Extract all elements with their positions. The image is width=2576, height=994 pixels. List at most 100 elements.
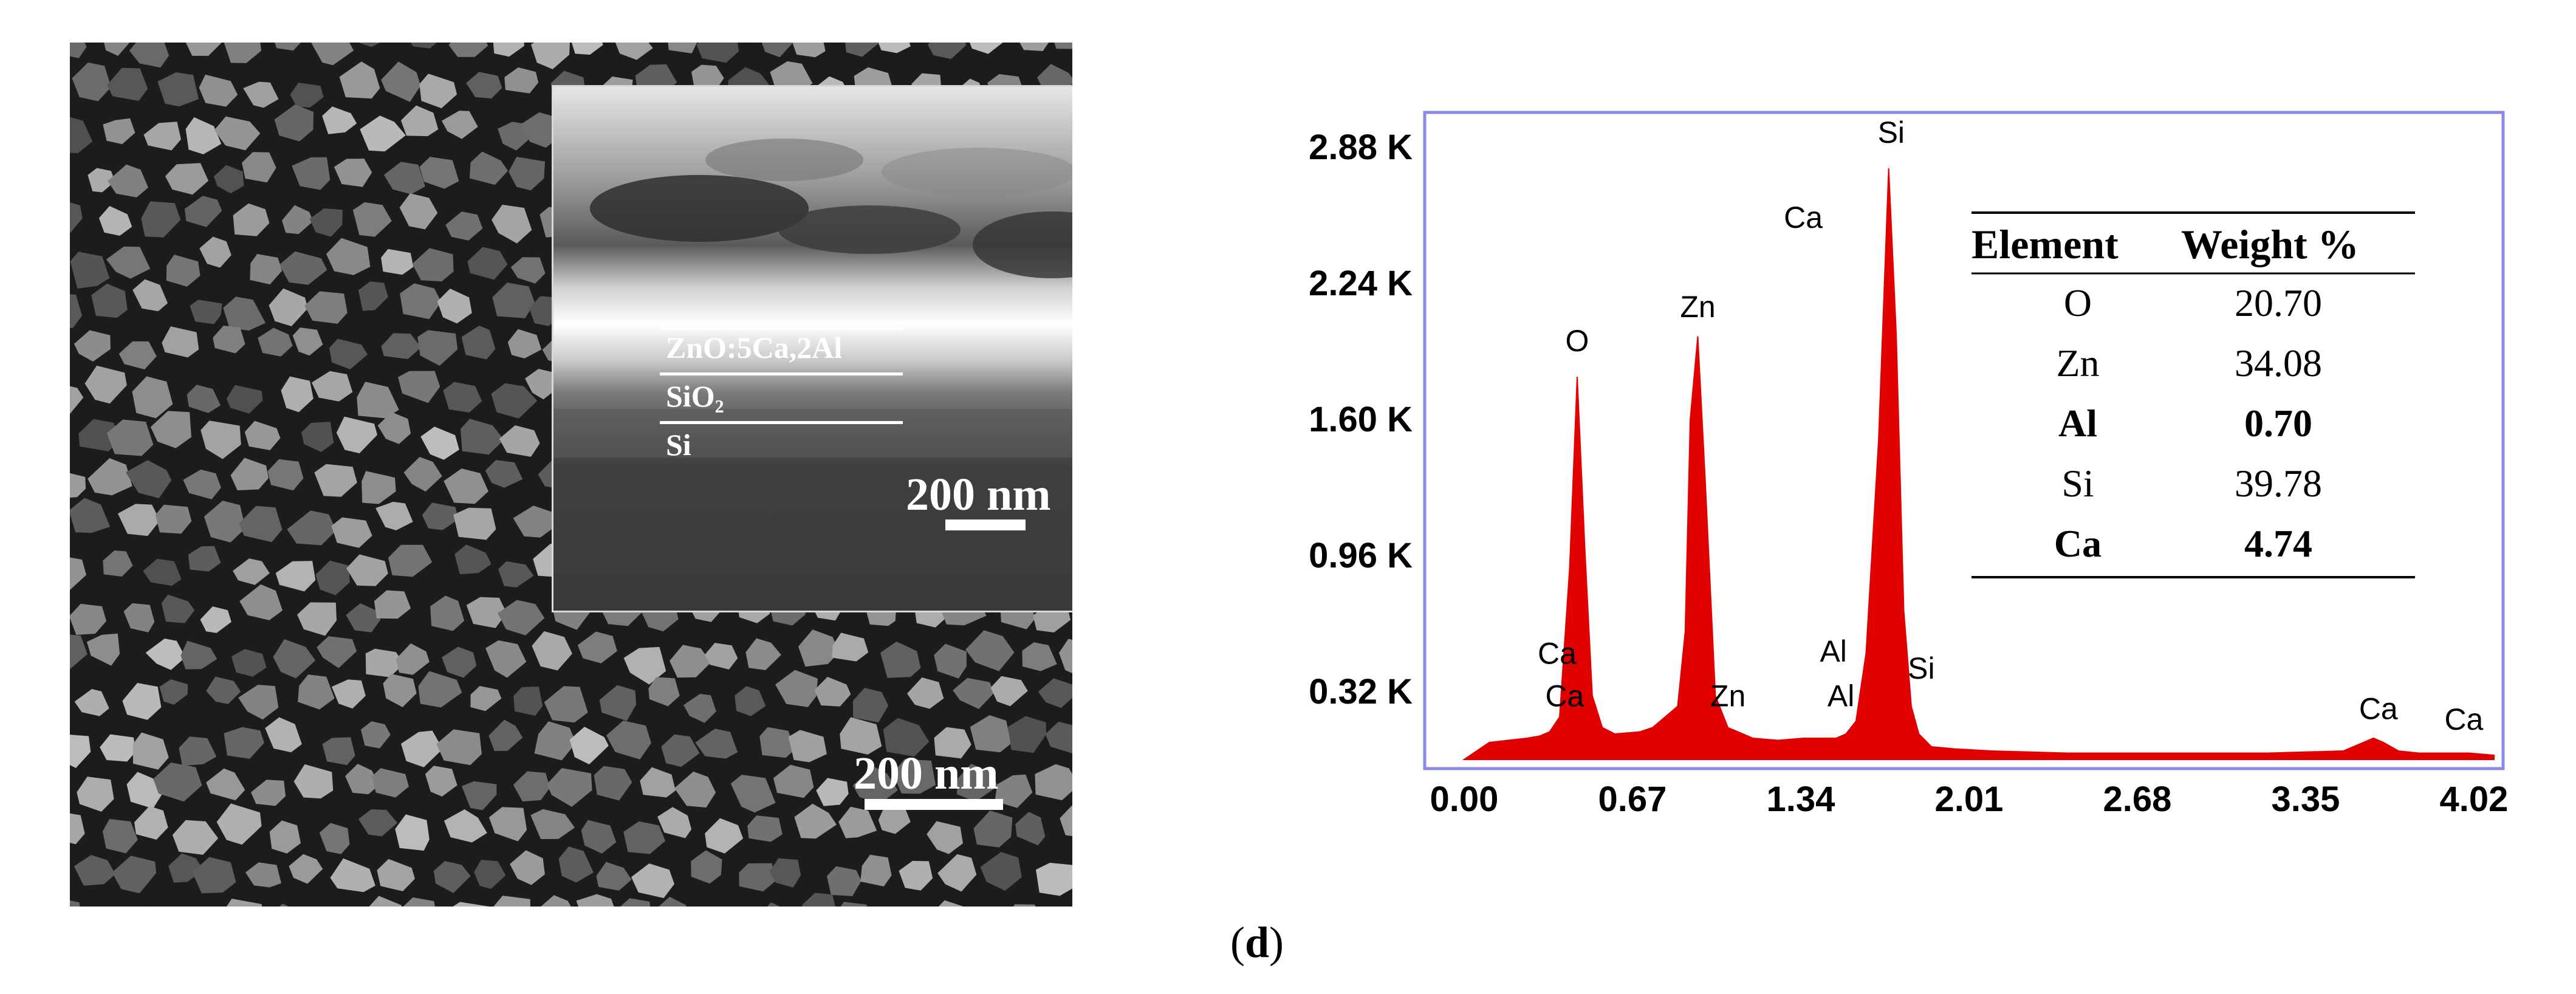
sem-grain	[102, 818, 138, 854]
x-tick-label: 3.35	[2271, 780, 2340, 819]
sem-grain	[596, 862, 632, 891]
sem-grain	[74, 855, 115, 886]
layer-divider	[660, 421, 903, 424]
sem-grain	[311, 43, 354, 66]
sem-grain	[739, 863, 776, 892]
spectrum-series	[1462, 168, 2495, 760]
sem-grain	[419, 157, 459, 189]
sem-grain	[761, 43, 793, 58]
sem-grain	[184, 196, 222, 227]
sem-grain	[287, 510, 337, 546]
sem-grain	[615, 43, 653, 60]
sem-grain	[150, 411, 191, 448]
sem-grain	[224, 727, 264, 759]
sem-grain	[623, 646, 666, 685]
sem-grain	[309, 208, 343, 237]
sem-grain	[226, 899, 262, 907]
sem-grain	[70, 43, 87, 58]
sem-grain	[70, 900, 80, 907]
sem-grain	[78, 419, 120, 451]
sem-grain	[204, 501, 246, 543]
sem-grain	[125, 460, 172, 498]
sem-grain	[531, 43, 570, 69]
sem-grain	[980, 852, 1022, 891]
sem-grain	[788, 730, 827, 763]
table-header-weight: Weight %	[2181, 221, 2359, 267]
sem-grain	[513, 506, 555, 538]
sem-grain	[498, 561, 534, 588]
sem-grain	[840, 902, 868, 907]
sem-grain	[403, 897, 436, 907]
sem-grain	[180, 640, 218, 670]
sem-grain	[134, 806, 168, 840]
sem-grain	[70, 252, 110, 289]
sem-grain	[187, 385, 221, 413]
sem-grain	[838, 806, 877, 838]
sem-grain	[648, 677, 680, 707]
sem-grain	[396, 643, 430, 675]
sem-grain	[381, 333, 422, 359]
sem-grain	[315, 560, 350, 595]
sem-grain	[444, 468, 488, 504]
sem-grain	[674, 771, 716, 808]
sem-grain	[157, 72, 199, 107]
sem-grain	[293, 764, 334, 799]
plot-frame	[1423, 111, 2505, 770]
peak-label: Zn	[1680, 290, 1715, 324]
layer-divider	[660, 372, 903, 375]
sem-grain	[492, 204, 532, 244]
sem-grain	[485, 460, 523, 488]
sem-grain	[558, 846, 594, 883]
sem-grain	[365, 648, 405, 677]
sem-grain	[383, 674, 417, 707]
sem-grain	[541, 895, 571, 907]
sem-grain	[1038, 678, 1072, 708]
sem-grain	[412, 248, 454, 282]
sem-grain	[319, 823, 350, 854]
sem-grain	[845, 43, 879, 57]
sem-grain	[525, 369, 558, 400]
sem-grain	[112, 855, 157, 894]
sem-grain	[454, 544, 492, 575]
sem-grain	[927, 821, 963, 854]
sem-grain	[1045, 721, 1072, 754]
layer-label-zno: ZnO:5Ca,2Al	[666, 331, 843, 365]
peak-labels: Ca Ca O Zn Zn Ca Al Al Si Si Ca Ca	[1538, 115, 2484, 736]
sem-grain	[569, 727, 609, 765]
sem-grain	[767, 902, 780, 907]
sem-grain	[70, 117, 93, 154]
sem-grain	[730, 775, 776, 813]
sem-grain	[132, 279, 168, 312]
sem-grain	[314, 464, 357, 497]
sem-grain	[1060, 805, 1072, 837]
sem-grain	[441, 111, 478, 139]
sem-grain	[345, 764, 380, 795]
table-cell-weight: 0.70	[2244, 402, 2312, 445]
sem-grain	[418, 671, 462, 708]
sem-grain	[1059, 639, 1072, 674]
sem-grain	[352, 202, 392, 237]
peak-label: Ca	[2444, 702, 2483, 736]
table-cell-weight: 20.70	[2235, 281, 2322, 324]
sem-grain	[883, 718, 930, 757]
sem-grain	[244, 420, 281, 450]
sem-grain	[383, 162, 425, 194]
y-tick-label: 1.60 K	[1309, 400, 1413, 439]
sem-grain	[1037, 64, 1072, 92]
sem-grain	[77, 776, 114, 812]
sem-grain	[388, 544, 433, 577]
sem-grain	[250, 254, 283, 285]
sem-grain	[970, 715, 1012, 753]
sem-grain	[165, 163, 209, 195]
sem-grain	[1054, 43, 1072, 49]
sem-grain	[492, 283, 535, 318]
sem-grain	[372, 768, 409, 798]
sem-grain	[453, 902, 488, 907]
sem-grain	[377, 859, 415, 891]
sem-grain	[466, 72, 502, 99]
sem-grain	[510, 257, 546, 284]
sem-grain	[798, 629, 840, 667]
sem-grain	[466, 597, 507, 628]
sem-grain	[216, 803, 262, 845]
sem-grain	[123, 603, 155, 632]
